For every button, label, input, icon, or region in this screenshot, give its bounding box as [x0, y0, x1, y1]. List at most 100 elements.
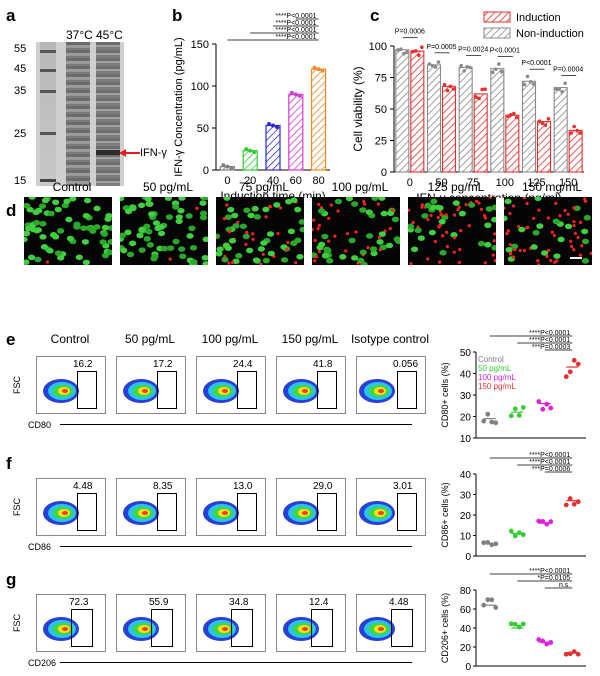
b-point [244, 147, 249, 152]
c-point [525, 74, 530, 79]
g-y-axis-label: CD206+ cells (%) [440, 593, 450, 663]
flow-gate-percent: 8.35 [153, 481, 173, 492]
b-x-tick-label: 20 [244, 175, 256, 187]
flow-gate [77, 371, 97, 409]
c-point [528, 80, 533, 84]
ifn-band-label: IFN-γ [140, 147, 167, 159]
micrograph-image [120, 197, 208, 265]
e-y-tick-label: 30 [460, 391, 472, 402]
g-point [489, 597, 495, 603]
flow-gate [237, 493, 257, 531]
f-point [493, 541, 499, 547]
g-point [544, 641, 550, 647]
b-x-tick-label: 0 [224, 175, 230, 187]
chart-c: 0 25 50 75 100 0 P=0.0006 50 P=0.0005 75 P=0.0024 1… [351, 11, 584, 198]
c-bar-non-induction [490, 68, 505, 173]
b-point [289, 90, 294, 95]
panel-label-c: c [370, 6, 380, 25]
e-legend-label: 100 pg/mL [478, 373, 516, 382]
flow-gate-percent: 12.4 [309, 597, 329, 608]
c-point [462, 69, 466, 73]
b-point [225, 164, 230, 169]
b-y-tick-label: 150 [191, 39, 209, 51]
flow-plot: 4.48 [356, 594, 426, 652]
g-point [536, 637, 542, 642]
flow-gate-percent: 24.4 [233, 359, 253, 370]
e-sig-label: ***P=0.0003 [532, 344, 570, 351]
b-y-tick-label: 50 [197, 123, 209, 135]
micrograph-label: 50 pg/mL [142, 180, 194, 194]
c-point [531, 82, 536, 86]
c-point [557, 87, 561, 91]
flow-gate [157, 493, 177, 531]
marker-axis-label: CD206 [28, 658, 57, 668]
flow-plot: 12.4 [276, 594, 346, 652]
f-point [516, 530, 522, 536]
c-point [506, 114, 510, 118]
e-y-tick-label: 20 [460, 413, 472, 424]
e-point [563, 374, 569, 380]
flow-column-label: 100 pg/mL [201, 332, 259, 346]
b-point [229, 166, 234, 171]
b-sig-label: ****P<0.0001 [276, 20, 317, 27]
c-point [436, 60, 441, 64]
micrograph-image [24, 197, 112, 265]
b-x-axis-label: Induction time (min) [220, 189, 325, 198]
flow-gate-percent: 41.8 [313, 359, 333, 370]
c-y-tick-label: 75 [375, 73, 387, 85]
flow-plot: 34.8 [196, 594, 266, 652]
c-legend-swatch [483, 11, 511, 23]
g-y-tick-label: 40 [460, 624, 472, 635]
g-y-tick-label: 20 [460, 643, 472, 654]
b-bar [265, 124, 281, 171]
e-point [485, 411, 491, 417]
f-y-tick-label: 40 [460, 470, 472, 481]
c-x-tick-label: 75 [467, 177, 479, 189]
scale-bar [570, 257, 582, 259]
g-point [571, 649, 577, 655]
flow-plot: 13.0 [196, 478, 266, 536]
marker-axis-arrow [60, 424, 412, 425]
e-point [548, 405, 554, 411]
c-point [433, 65, 438, 69]
c-point [477, 96, 481, 101]
f-y-tick-label: 10 [460, 532, 472, 543]
c-bar-induction [568, 129, 583, 173]
marker-axis-arrow [60, 662, 412, 663]
e-point [493, 420, 499, 426]
flow-column-label: Control [50, 332, 90, 346]
fsc-axis-label: FSC [12, 376, 22, 394]
flow-gate [397, 493, 417, 531]
b-point [252, 150, 257, 155]
c-point [483, 87, 487, 91]
c-y-tick-label: 25 [375, 136, 387, 148]
f-point [520, 532, 526, 538]
f-y-tick-label: 20 [460, 511, 472, 522]
f-point [481, 540, 487, 546]
flow-plot: 8.35 [116, 478, 186, 536]
flow-gate-percent: 4.48 [389, 597, 409, 608]
c-point [500, 70, 504, 74]
fsc-axis-label: FSC [12, 614, 22, 632]
g-sig-label: *P=0.0105 [537, 575, 570, 582]
e-sig-label: ****P<0.0001 [529, 337, 570, 344]
c-point [442, 82, 447, 87]
b-sig-label: ****P<0.0001 [276, 13, 317, 20]
g-sig-label: n.s. [559, 582, 570, 589]
c-bar-non-induction [426, 64, 442, 173]
chart-b: 0 50 100 150 0 20 40 60 80 Induction time (min) IF… [173, 13, 330, 198]
g-y-tick-label: 60 [460, 605, 472, 616]
flow-gate [317, 371, 337, 409]
c-bar-induction [410, 50, 425, 173]
marker-axis-label: CD80 [28, 420, 52, 430]
g-point [493, 605, 499, 610]
micrograph-image [312, 197, 400, 265]
f-point [575, 499, 581, 505]
flow-gate-percent: 0.056 [393, 359, 419, 370]
flow-gate [157, 371, 177, 409]
c-point [560, 90, 564, 94]
f-point [563, 502, 569, 508]
c-bar-induction [536, 121, 552, 173]
flow-gate-percent: 3.01 [393, 481, 413, 492]
e-y-axis-label: CD80+ cells (%) [440, 362, 450, 427]
